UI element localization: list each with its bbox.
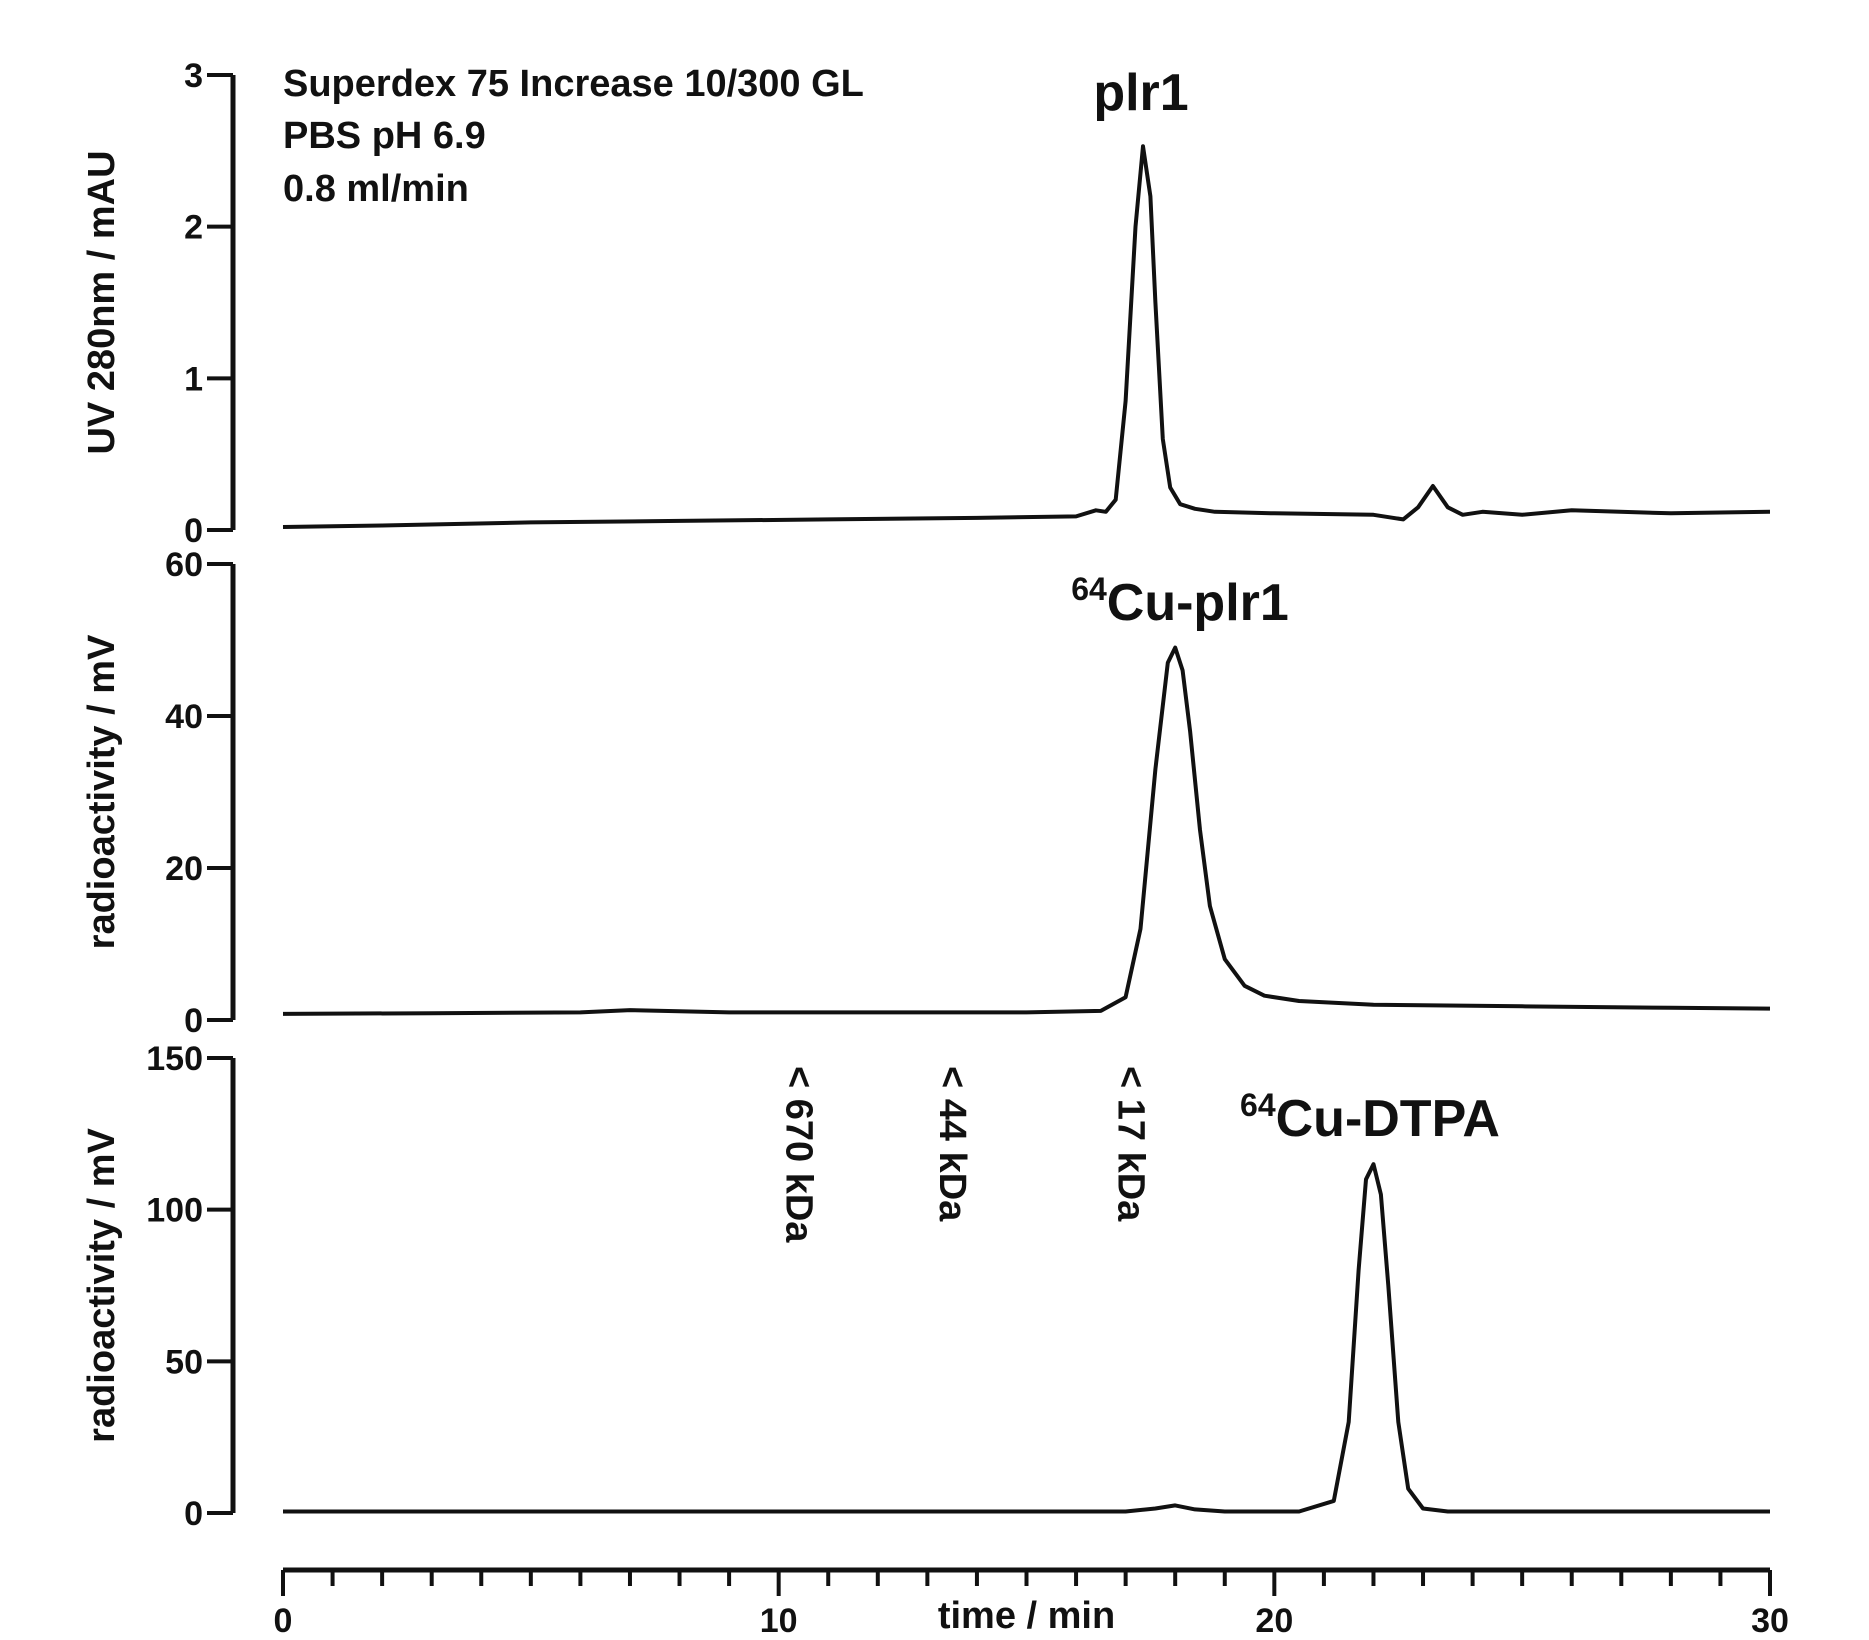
y-tick-label: 2 xyxy=(184,209,203,247)
x-tick-label: 0 xyxy=(274,1602,293,1640)
mw-marker-label: < 17 kDa xyxy=(1110,1066,1152,1222)
y-tick-label: 0 xyxy=(184,512,203,550)
y-tick-label: 150 xyxy=(146,1040,203,1078)
x-axis-label: time / min xyxy=(938,1595,1115,1637)
y-tick-label: 100 xyxy=(146,1192,203,1230)
x-axis: 0 10 20 30 time / min xyxy=(274,1567,1789,1640)
flow-annotation: 0.8 ml/min xyxy=(283,168,469,210)
chromatogram-trace xyxy=(282,144,1771,529)
radio-plr1-panel: 0 20 40 60 radioactivity / mV 64Cu-plr1 xyxy=(81,546,1771,1040)
y-tick-label: 0 xyxy=(184,1002,203,1040)
y-axis-label: radioactivity / mV xyxy=(81,1128,123,1443)
y-tick-label: 60 xyxy=(165,546,203,584)
column-annotation: Superdex 75 Increase 10/300 GL xyxy=(283,63,864,105)
x-tick-label: 30 xyxy=(1751,1602,1789,1640)
y-tick-label: 20 xyxy=(165,850,203,888)
radio-dtpa-panel: 0 50 100 150 radioactivity / mV 64Cu-DTPA < 67… xyxy=(81,1040,1770,1533)
x-tick-label: 20 xyxy=(1255,1602,1293,1640)
peak-label-text: Cu-DTPA xyxy=(1276,1090,1500,1148)
peak-label-superscript: 64 xyxy=(1071,571,1107,607)
y-tick-label: 1 xyxy=(184,360,203,398)
buffer-annotation: PBS pH 6.9 xyxy=(283,115,486,157)
uv-panel: 0 1 2 3 UV 280nm / mAU plr1 xyxy=(81,57,1771,550)
peak-label: plr1 xyxy=(1093,64,1188,122)
peak-label-text: Cu-plr1 xyxy=(1107,574,1289,632)
chromatogram-trace xyxy=(283,1162,1770,1514)
peak-label: 64Cu-DTPA xyxy=(1240,1087,1500,1148)
y-tick-label: 40 xyxy=(165,698,203,736)
mw-marker-label: < 670 kDa xyxy=(777,1066,819,1243)
y-tick-label: 0 xyxy=(184,1495,203,1533)
chromatogram-trace xyxy=(282,645,1771,1016)
mw-marker-label: < 44 kDa xyxy=(931,1066,973,1222)
y-axis-label: UV 280nm / mAU xyxy=(81,150,123,454)
y-tick-label: 50 xyxy=(165,1343,203,1381)
x-tick-label: 10 xyxy=(760,1602,798,1640)
y-tick-label: 3 xyxy=(184,57,203,95)
y-axis-label: radioactivity / mV xyxy=(81,634,123,949)
peak-label-superscript: 64 xyxy=(1240,1087,1276,1123)
peak-label: 64Cu-plr1 xyxy=(1071,571,1289,632)
method-annotation: Superdex 75 Increase 10/300 GL PBS pH 6.… xyxy=(283,63,864,210)
